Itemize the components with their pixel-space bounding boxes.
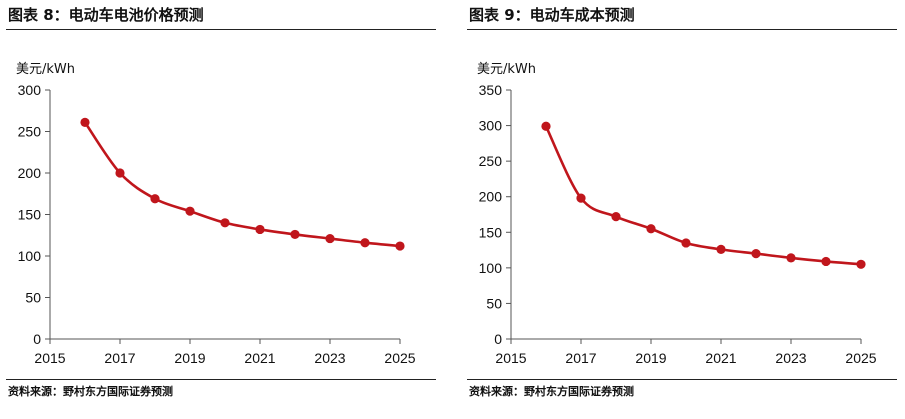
data-point xyxy=(255,224,265,235)
data-point xyxy=(786,253,796,263)
unit-label: 美元/kWh xyxy=(16,62,76,77)
x-tick-label: 2021 xyxy=(705,350,736,366)
data-point xyxy=(290,229,300,240)
top-rule xyxy=(467,29,897,30)
y-tick-label: 200 xyxy=(18,165,42,181)
data-point xyxy=(80,117,90,127)
x-tick-label: 2019 xyxy=(174,350,205,366)
chart-panel-battery-price: 图表 8：电动车电池价格预测 美元/kWh 0 50 100 150 200 250 300… xyxy=(6,0,436,419)
y-tick-label: 150 xyxy=(18,207,42,223)
y-tick-label: 50 xyxy=(25,290,41,306)
y-tick-label: 300 xyxy=(18,82,42,98)
series-line xyxy=(544,125,862,266)
y-tick-label: 250 xyxy=(479,153,503,169)
y-tick-label: 350 xyxy=(479,82,503,98)
x-tick-label: 2017 xyxy=(104,350,135,366)
bottom-rule xyxy=(467,379,897,380)
y-tick-label: 150 xyxy=(479,224,503,240)
data-point xyxy=(821,256,831,267)
y-tick-label: 0 xyxy=(33,331,41,347)
data-point xyxy=(541,121,551,131)
series-line xyxy=(83,121,401,248)
figure-title: 图表 8：电动车电池价格预测 xyxy=(8,6,204,24)
y-tick-label: 50 xyxy=(486,295,502,311)
bottom-rule xyxy=(6,379,436,380)
y-tick-label: 100 xyxy=(479,260,503,276)
data-point xyxy=(185,206,195,216)
line-chart-battery-price: 0 50 100 150 200 250 300 2015 2017 2019 2021 2023 20… xyxy=(18,82,416,366)
top-rule xyxy=(6,29,436,30)
data-point xyxy=(325,233,335,244)
x-tick-label: 2025 xyxy=(384,350,415,366)
data-point xyxy=(716,244,726,254)
data-point xyxy=(681,238,691,248)
x-tick-label: 2023 xyxy=(775,350,806,366)
y-tick-label: 200 xyxy=(479,189,503,205)
y-tick-label: 0 xyxy=(494,331,502,347)
x-tick-label: 2017 xyxy=(565,350,596,366)
x-tick-label: 2025 xyxy=(845,350,876,366)
data-point xyxy=(115,168,125,178)
x-tick-label: 2019 xyxy=(635,350,666,366)
chart-panel-ev-cost: 图表 9：电动车成本预测 美元/kWh 0 50 100 150 200 250 300 35… xyxy=(467,0,897,419)
data-point xyxy=(576,193,586,203)
data-point xyxy=(856,259,866,269)
data-point xyxy=(150,194,160,204)
data-point xyxy=(646,224,656,234)
x-tick-label: 2015 xyxy=(495,350,526,366)
x-tick-label: 2015 xyxy=(34,350,65,366)
data-point xyxy=(395,241,405,251)
y-tick-label: 300 xyxy=(479,118,503,134)
y-tick-label: 100 xyxy=(18,248,42,264)
line-chart-ev-cost: 0 50 100 150 200 250 300 350 2015 2017 2019 2021 202… xyxy=(479,82,877,366)
figure-title: 图表 9：电动车成本预测 xyxy=(469,6,635,24)
data-point xyxy=(220,218,230,228)
y-tick-label: 250 xyxy=(18,124,42,140)
data-point xyxy=(611,212,621,222)
data-point xyxy=(751,249,761,259)
source-note: 资料来源：野村东方国际证券预测 xyxy=(8,385,173,398)
unit-label: 美元/kWh xyxy=(477,62,537,77)
source-note: 资料来源：野村东方国际证券预测 xyxy=(469,385,634,398)
x-tick-label: 2023 xyxy=(314,350,345,366)
x-tick-label: 2021 xyxy=(244,350,275,366)
data-point xyxy=(360,238,370,248)
